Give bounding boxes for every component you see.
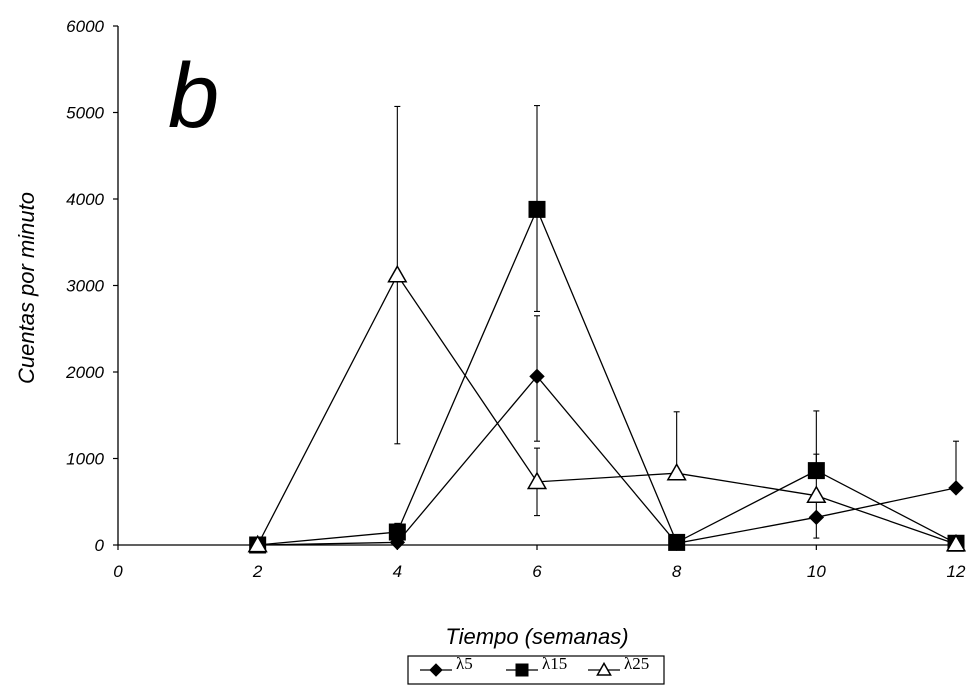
triangle-data-point — [806, 485, 827, 504]
y-tick-label: 4000 — [66, 190, 104, 209]
x-axis-title: Tiempo (semanas) — [445, 624, 628, 649]
triangle-data-point — [666, 462, 687, 481]
legend-label: λ5 — [456, 654, 473, 673]
diamond-series-line — [257, 375, 957, 546]
x-tick-label: 0 — [113, 562, 123, 581]
y-tick-label: 2000 — [65, 363, 104, 382]
y-tick-label: 3000 — [66, 277, 104, 296]
diamond-data-point — [948, 480, 964, 496]
legend: λ5 λ15 λ25 — [407, 654, 665, 685]
square-legend-marker — [515, 663, 529, 677]
ticks: 0 1000 2000 3000 4000 5000 6000 0 2 4 6 8 10 12 — [65, 17, 966, 581]
square-data-point — [388, 523, 406, 541]
diamond-data-point — [529, 368, 545, 385]
triangle-legend-marker — [596, 661, 612, 676]
legend-label: λ25 — [624, 654, 649, 673]
triangle-data-point — [387, 264, 408, 283]
diamond-data-point — [808, 509, 825, 526]
x-tick-label: 12 — [947, 562, 966, 581]
x-tick-label: 10 — [807, 562, 826, 581]
legend-label: λ15 — [542, 654, 567, 673]
x-tick-label: 4 — [393, 562, 402, 581]
triangle-data-point — [526, 471, 548, 490]
y-axis-title: Cuentas por minuto — [14, 192, 39, 384]
y-tick-label: 6000 — [66, 17, 104, 36]
square-series-line — [257, 207, 957, 546]
x-tick-label: 2 — [252, 562, 263, 581]
diamond-legend-marker — [429, 663, 443, 677]
y-tick-label: 5000 — [66, 104, 104, 123]
panel-label: b — [168, 45, 219, 147]
square-data-point — [668, 533, 686, 551]
series-markers — [247, 200, 967, 554]
triangle-data-point — [247, 534, 268, 553]
triangle-series-line — [257, 273, 957, 546]
square-data-point — [807, 462, 825, 480]
series-lines — [257, 207, 957, 546]
y-tick-label: 1000 — [66, 450, 104, 469]
x-tick-label: 6 — [532, 562, 542, 581]
y-tick-label: 0 — [95, 536, 105, 555]
x-tick-label: 8 — [672, 562, 682, 581]
error-bars — [394, 105, 959, 539]
triangle-data-point — [945, 533, 967, 552]
square-data-point — [528, 200, 546, 218]
